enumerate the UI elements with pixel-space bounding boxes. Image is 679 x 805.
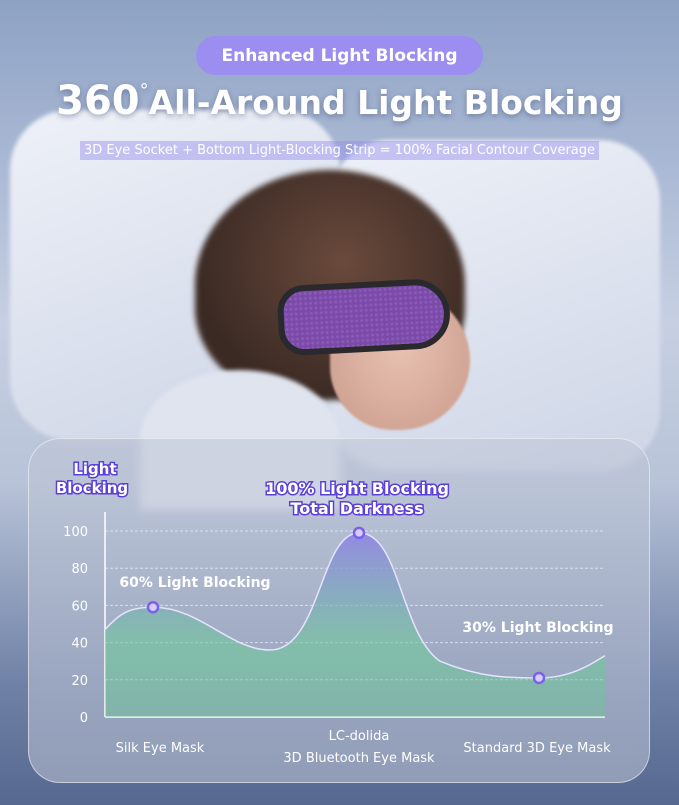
y-tick-label: 20 xyxy=(71,674,88,689)
x-tick-label: 3D Bluetooth Eye Mask xyxy=(283,751,435,766)
headline: 360°All-Around Light Blocking xyxy=(0,78,679,124)
data-label: Total Darkness xyxy=(290,499,423,518)
data-point xyxy=(532,671,546,685)
data-point xyxy=(146,601,160,614)
data-label: 60% Light Blocking xyxy=(119,575,270,591)
y-tick-label: 60 xyxy=(71,599,88,614)
y-axis-label: Blocking xyxy=(56,479,128,497)
x-tick-label: LC-dolida xyxy=(329,729,390,744)
x-tick-label: Standard 3D Eye Mask xyxy=(463,741,611,756)
badge: Enhanced Light Blocking xyxy=(196,36,483,75)
data-point xyxy=(352,526,366,540)
y-tick-label: 40 xyxy=(71,637,88,652)
data-label: 30% Light Blocking xyxy=(462,620,613,636)
y-tick-label: 100 xyxy=(63,525,88,540)
area-fill xyxy=(105,532,605,717)
subtitle-text: 3D Eye Socket + Bottom Light-Blocking St… xyxy=(79,141,600,160)
data-label: 100% Light Blocking xyxy=(265,479,449,498)
x-tick-label: Silk Eye Mask xyxy=(116,741,205,756)
headline-text: All-Around Light Blocking xyxy=(148,83,623,122)
y-axis-label: Light xyxy=(73,460,116,478)
y-tick-label: 80 xyxy=(71,562,88,577)
headline-number: 360 xyxy=(56,78,140,124)
y-tick-label: 0 xyxy=(80,711,88,726)
subtitle: 3D Eye Socket + Bottom Light-Blocking St… xyxy=(0,141,679,160)
degree-sign: ° xyxy=(139,80,149,101)
